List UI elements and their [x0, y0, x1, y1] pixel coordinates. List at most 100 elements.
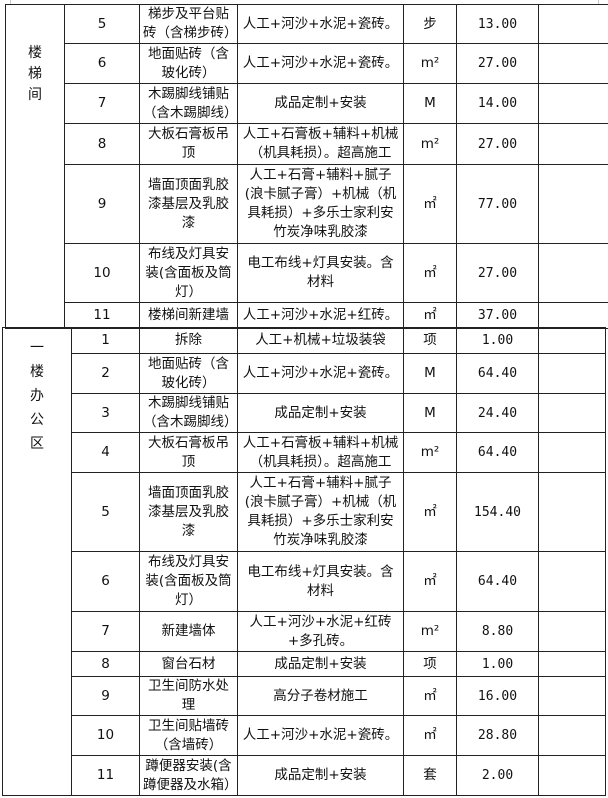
item-description-cell: 成品定制+安装 [237, 755, 404, 796]
item-description-cell: 高分子卷材施工 [237, 676, 404, 716]
quantity-cell: 27.00 [456, 243, 539, 303]
category-label: 一楼办公区 [30, 340, 44, 452]
item-name-cell: 布线及灯具安装(含面板及筒灯） [139, 551, 238, 612]
row-number-cell: 9 [64, 164, 140, 244]
quantity-cell: 1.00 [456, 327, 539, 354]
remark-cell [538, 43, 608, 84]
unit-cell: ㎡ [403, 243, 457, 303]
row-number-cell: 6 [64, 43, 140, 84]
unit-cell: 项 [403, 651, 457, 677]
category-cell: 一楼办公区 [2, 327, 72, 796]
item-name-cell: 地面贴砖（含玻化砖） [139, 43, 238, 84]
item-description-cell: 成品定制+安装 [237, 393, 404, 433]
quantity-cell: 16.00 [456, 676, 539, 716]
category-label: 楼梯间 [28, 45, 42, 103]
row-number-cell: 8 [71, 651, 140, 677]
item-description-cell: 成品定制+安装 [237, 83, 404, 124]
item-description-cell: 人工+石膏+辅料+腻子(浪卡腻子膏）+机械（机具耗损）+多乐士家利安竹炭净味乳胶… [237, 472, 404, 552]
item-name-cell: 蹲便器安装(含蹲便器及水箱） [139, 755, 238, 796]
page-margin-mark [10, 0, 11, 4]
item-name-cell: 梯步及平台贴砖（含梯步砖） [139, 4, 238, 44]
remark-cell [538, 393, 606, 433]
table-row: 8 大板石膏板吊顶 人工+石膏板+辅料+机械（机具耗损）。超高施工 m² 27.00 [6, 123, 608, 165]
quantity-cell: 13.00 [456, 4, 539, 44]
quantity-cell: 2.00 [456, 755, 539, 796]
quantity-cell: 8.80 [456, 611, 539, 652]
remark-cell [538, 164, 608, 244]
quantity-cell: 24.40 [456, 393, 539, 433]
quantity-cell: 37.00 [456, 302, 539, 329]
table-row: 7 木踢脚线铺贴（含木踢脚线） 成品定制+安装 M 14.00 [6, 83, 608, 124]
quantity-cell: 64.40 [456, 432, 539, 473]
item-description-cell: 人工+河沙+水泥+瓷砖。 [237, 43, 404, 84]
item-description-cell: 人工+河沙+水泥+瓷砖。 [237, 353, 404, 394]
table-row: 8 窗台石材 成品定制+安装项 1.00 [3, 651, 606, 677]
unit-cell: ㎡ [403, 715, 457, 756]
quote-table-stairwell: 楼梯间 5 梯步及平台贴砖（含梯步砖） 人工+河沙+水泥+瓷砖。步 13.00 6 地面贴砖… [5, 4, 608, 329]
remark-cell [538, 715, 606, 756]
row-number-cell: 8 [64, 123, 140, 165]
remark-cell [538, 472, 606, 552]
table-row: 11 蹲便器安装(含蹲便器及水箱） 成品定制+安装套 2.00 [3, 755, 606, 796]
unit-cell: 项 [403, 327, 457, 354]
unit-cell: ㎡ [403, 676, 457, 716]
unit-cell: ㎡ [403, 472, 457, 552]
item-description-cell: 人工+机械+垃圾装袋 [237, 327, 404, 354]
item-description-cell: 电工布线+灯具安装。含材料 [237, 551, 404, 612]
remark-cell [538, 123, 608, 165]
remark-cell [538, 676, 606, 716]
table-row: 9 墙面顶面乳胶漆基层及乳胶漆 人工+石膏+辅料+腻子(浪卡腻子膏）+机械（机具耗损… [6, 164, 608, 244]
quantity-cell: 64.40 [456, 551, 539, 612]
quantity-cell: 28.80 [456, 715, 539, 756]
row-number-cell: 9 [71, 676, 140, 716]
remark-cell [538, 611, 606, 652]
item-description-cell: 人工+石膏+辅料+腻子(浪卡腻子膏）+机械（机具耗损）+多乐士家利安竹炭净味乳胶… [237, 164, 404, 244]
item-description-cell: 人工+河沙+水泥+红砖+多孔砖。 [237, 611, 404, 652]
item-description-cell: 人工+河沙+水泥+瓷砖。 [237, 715, 404, 756]
table-row: 11 楼梯间新建墙 人工+河沙+水泥+红砖。㎡ 37.00 [6, 302, 608, 329]
quantity-cell: 1.00 [456, 651, 539, 677]
item-name-cell: 新建墙体 [139, 611, 238, 652]
remark-cell [538, 302, 608, 329]
row-number-cell: 10 [64, 243, 140, 303]
quantity-cell: 154.40 [456, 472, 539, 552]
table-row: 2 地面贴砖（含玻化砖） 人工+河沙+水泥+瓷砖。 M 64.40 [3, 353, 606, 394]
item-name-cell: 木踢脚线铺贴（含木踢脚线） [139, 393, 238, 433]
remark-cell [538, 432, 606, 473]
item-name-cell: 卫生间贴墙砖（含墙砖） [139, 715, 238, 756]
remark-cell [538, 243, 608, 303]
category-cell: 楼梯间 [5, 4, 65, 329]
item-name-cell: 窗台石材 [139, 651, 238, 677]
item-name-cell: 卫生间防水处理 [139, 676, 238, 716]
remark-cell [538, 755, 606, 796]
table-row: 5 墙面顶面乳胶漆基层及乳胶漆 人工+石膏+辅料+腻子(浪卡腻子膏）+机械（机具耗损… [3, 472, 606, 552]
table-row: 6 地面贴砖（含玻化砖） 人工+河沙+水泥+瓷砖。 m² 27.00 [6, 43, 608, 84]
item-description-cell: 人工+石膏板+辅料+机械（机具耗损）。超高施工 [237, 432, 404, 473]
item-name-cell: 大板石膏板吊顶 [139, 123, 238, 165]
remark-cell [538, 4, 608, 44]
unit-cell: 步 [403, 4, 457, 44]
remark-cell [538, 327, 606, 354]
item-description-cell: 人工+河沙+水泥+红砖。 [237, 302, 404, 329]
item-description-cell: 成品定制+安装 [237, 651, 404, 677]
item-name-cell: 大板石膏板吊顶 [139, 432, 238, 473]
unit-cell: m² [403, 432, 457, 473]
item-name-cell: 楼梯间新建墙 [139, 302, 238, 329]
remark-cell [538, 353, 606, 394]
unit-cell: m² [403, 43, 457, 84]
item-name-cell: 墙面顶面乳胶漆基层及乳胶漆 [139, 472, 238, 552]
table-row: 3 木踢脚线铺贴（含木踢脚线） 成品定制+安装 M 24.40 [3, 393, 606, 433]
table-row: 楼梯间 5 梯步及平台贴砖（含梯步砖） 人工+河沙+水泥+瓷砖。步 13.00 [5, 4, 608, 329]
row-number-cell: 7 [64, 83, 140, 124]
item-description-cell: 电工布线+灯具安装。含材料 [237, 243, 404, 303]
unit-cell: M [403, 83, 457, 124]
row-number-cell: 1 [71, 327, 140, 354]
unit-cell: 套 [403, 755, 457, 796]
row-number-cell: 7 [71, 611, 140, 652]
remark-cell [538, 651, 606, 677]
item-name-cell: 拆除 [139, 327, 238, 354]
item-name-cell: 墙面顶面乳胶漆基层及乳胶漆 [139, 164, 238, 244]
unit-cell: ㎡ [403, 551, 457, 612]
